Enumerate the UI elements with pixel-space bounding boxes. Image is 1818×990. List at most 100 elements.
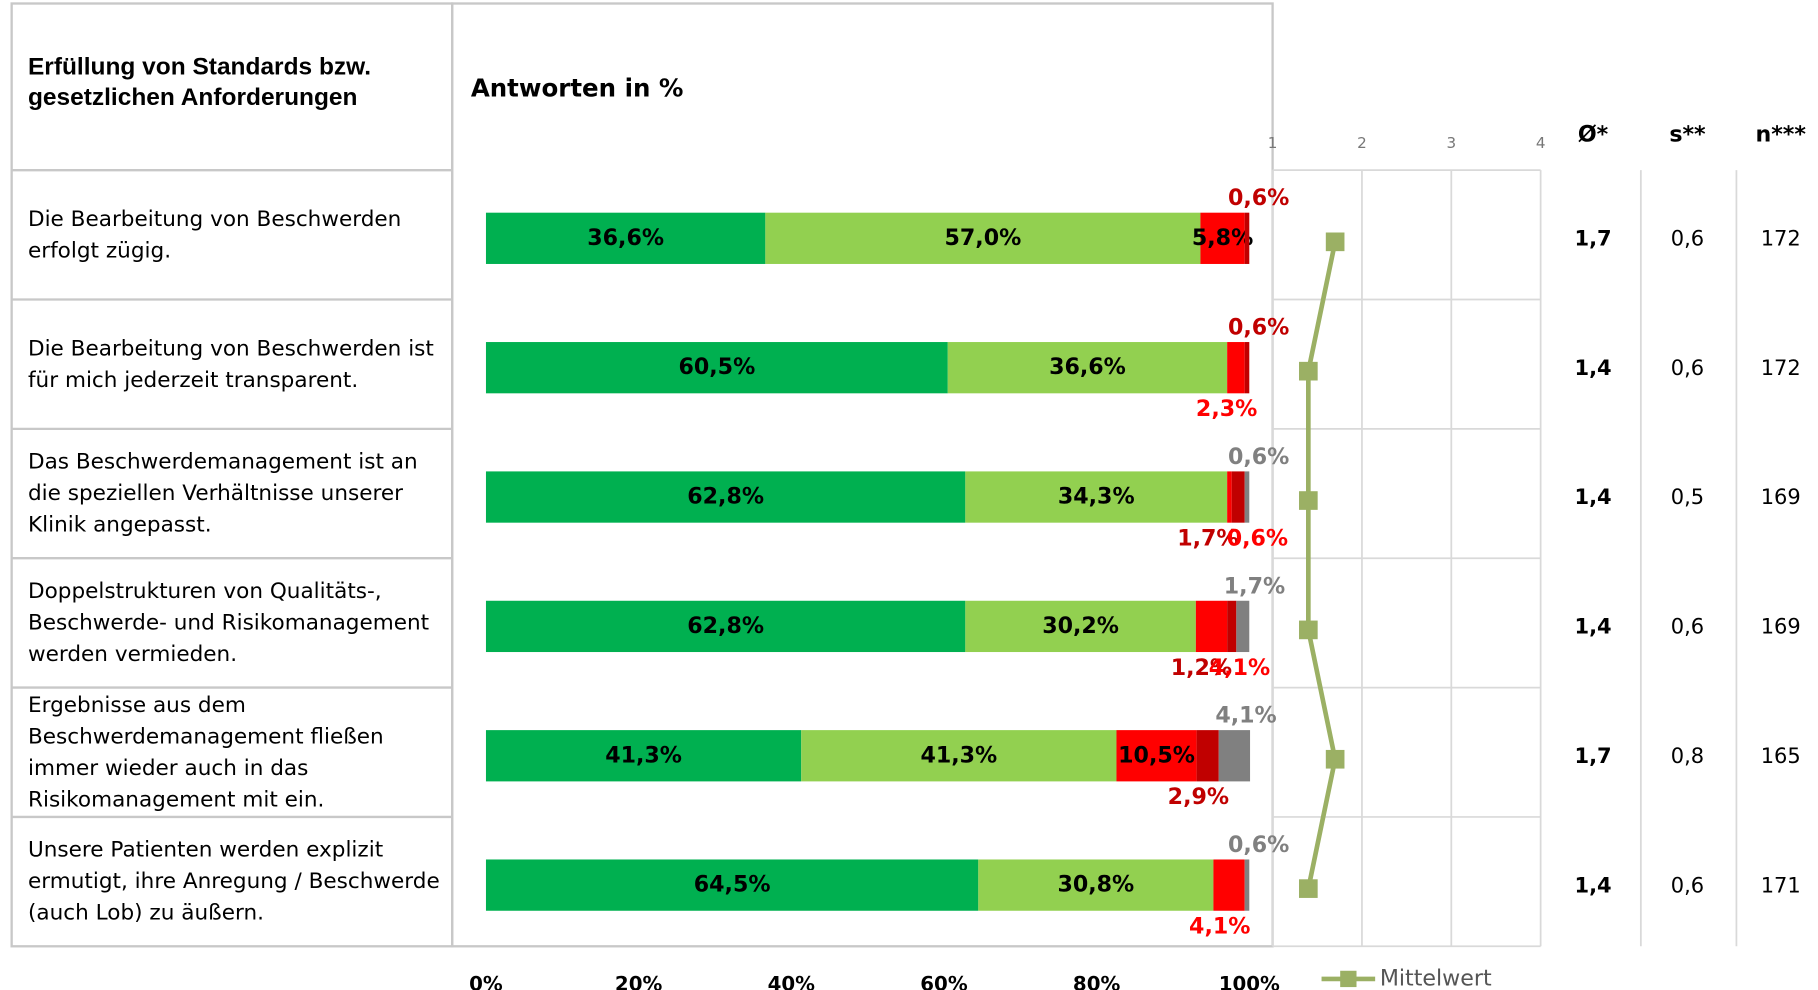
bar-segment — [1236, 600, 1250, 653]
bar-segment — [485, 600, 966, 653]
value-label: 62,8% — [687, 613, 764, 639]
value-label: 0,6% — [1228, 315, 1289, 341]
row-header-box: Erfüllung von Standards bzw. gesetzliche… — [27, 53, 372, 111]
bar-segment — [485, 730, 802, 782]
value-label: 41,3% — [920, 742, 997, 768]
value-label: 4,1% — [1189, 914, 1250, 940]
x-tick-label: 80% — [1073, 972, 1121, 990]
category-box: Ergebnisse aus dem Beschwerdemanagement … — [28, 693, 384, 812]
chart-title: Antworten in % — [471, 74, 684, 103]
bar-segment — [1116, 730, 1197, 782]
mean-tick-label: 1 — [1268, 134, 1278, 152]
category-label: Doppelstrukturen von Qualitäts-, Beschwe… — [27, 579, 430, 667]
value-label: 0,6% — [1228, 832, 1289, 858]
stats-header: Ø* — [1578, 122, 1609, 148]
stats-cell: 0,6 — [1671, 356, 1704, 380]
value-label: 2,9% — [1168, 784, 1229, 810]
value-label: 1,2% — [1171, 655, 1232, 681]
value-label: 1,7% — [1177, 525, 1238, 551]
value-label: 4,1% — [1215, 703, 1276, 729]
stats-cell: 1,4 — [1575, 873, 1612, 897]
bar-segment — [1200, 212, 1245, 264]
value-label: 0,6% — [1227, 525, 1288, 551]
value-label: 2,3% — [1196, 396, 1257, 422]
stats-cell: 172 — [1761, 356, 1801, 380]
row-header: Erfüllung von Standards bzw. gesetzliche… — [27, 53, 372, 111]
mean-marker — [1325, 232, 1345, 252]
stats-cell: 165 — [1761, 744, 1801, 768]
x-tick-label: 60% — [920, 972, 968, 990]
category-label: Die Bearbeitung von Beschwerden erfolgt … — [27, 206, 402, 263]
bar-segment — [1244, 342, 1250, 394]
value-label: 57,0% — [945, 225, 1022, 251]
mean-tick-label: 3 — [1446, 134, 1456, 152]
mean-tick-label: 4 — [1536, 134, 1546, 152]
value-label: 5,8% — [1192, 225, 1253, 251]
bar-segment — [485, 859, 979, 911]
value-label: 30,8% — [1057, 872, 1134, 898]
category-box: Das Beschwerdemanagement ist an die spez… — [27, 449, 418, 538]
stats-cell: 1,7 — [1575, 226, 1612, 250]
bar-segment — [1231, 471, 1245, 523]
stats-cell: 169 — [1761, 615, 1801, 639]
value-label: 60,5% — [678, 354, 755, 380]
stats-header: s** — [1669, 122, 1706, 148]
stats-cell: 1,4 — [1575, 485, 1612, 509]
x-tick-label: 0% — [469, 972, 503, 990]
bar-segment — [1196, 730, 1219, 782]
stats-cell: 1,4 — [1575, 615, 1612, 639]
stats-cell: 0,8 — [1671, 744, 1704, 768]
category-box: Doppelstrukturen von Qualitäts-, Beschwe… — [27, 579, 430, 667]
bar-segment — [965, 600, 1196, 653]
mean-marker — [1299, 879, 1318, 898]
bar-segment — [485, 342, 948, 394]
value-label: 64,5% — [694, 872, 771, 898]
legend-label: Mittelwert — [1380, 965, 1492, 990]
value-label: 10,5% — [1118, 742, 1195, 768]
bar-segment — [965, 471, 1228, 523]
bar-segment — [1213, 859, 1245, 911]
bar-segment — [1227, 471, 1232, 523]
legend-marker — [1340, 970, 1357, 988]
value-label: 41,3% — [605, 742, 682, 768]
bar-segment — [765, 212, 1201, 264]
value-label: 36,6% — [587, 225, 664, 251]
bar-segment — [485, 212, 766, 264]
bar-segment — [1244, 212, 1250, 264]
category-box: Die Bearbeitung von Beschwerden erfolgt … — [27, 206, 402, 263]
mean-marker — [1299, 620, 1318, 640]
stats-header: n*** — [1755, 122, 1806, 148]
mean-tick-label: 2 — [1357, 134, 1367, 152]
category-label: Das Beschwerdemanagement ist an die spez… — [27, 449, 418, 538]
value-label: 34,3% — [1058, 484, 1135, 510]
value-label: 36,6% — [1049, 354, 1126, 380]
bar-segment — [485, 471, 966, 523]
bar-segment — [1227, 600, 1237, 653]
value-label: 0,6% — [1228, 185, 1289, 211]
mean-marker — [1299, 491, 1318, 510]
category-box: Unsere Patienten werden explizit ermutig… — [27, 837, 440, 926]
stats-cell: 1,4 — [1575, 356, 1612, 380]
stats-cell: 171 — [1761, 873, 1801, 897]
mean-marker — [1299, 361, 1318, 381]
mean-line — [1306, 241, 1338, 890]
bar-segment — [1195, 600, 1228, 653]
bar-segment — [1244, 859, 1250, 911]
mean-marker — [1325, 749, 1345, 769]
value-label: 30,2% — [1042, 613, 1119, 639]
stats-cell: 1,7 — [1575, 744, 1612, 768]
value-label: 1,7% — [1224, 573, 1285, 599]
category-box: Die Bearbeitung von Beschwerden ist für … — [28, 336, 434, 392]
bar-segment — [1244, 471, 1250, 523]
category-label: Unsere Patienten werden explizit ermutig… — [27, 837, 440, 926]
stats-cell: 0,6 — [1671, 226, 1704, 250]
bar-segment — [947, 342, 1228, 394]
value-label: 0,6% — [1228, 444, 1289, 470]
x-tick-label: 20% — [615, 972, 663, 990]
bar-segment — [1218, 730, 1251, 782]
stats-cell: 169 — [1761, 485, 1801, 509]
bar-segment — [1227, 342, 1245, 394]
bar-segment — [801, 730, 1117, 782]
x-tick-label: 40% — [768, 972, 816, 990]
